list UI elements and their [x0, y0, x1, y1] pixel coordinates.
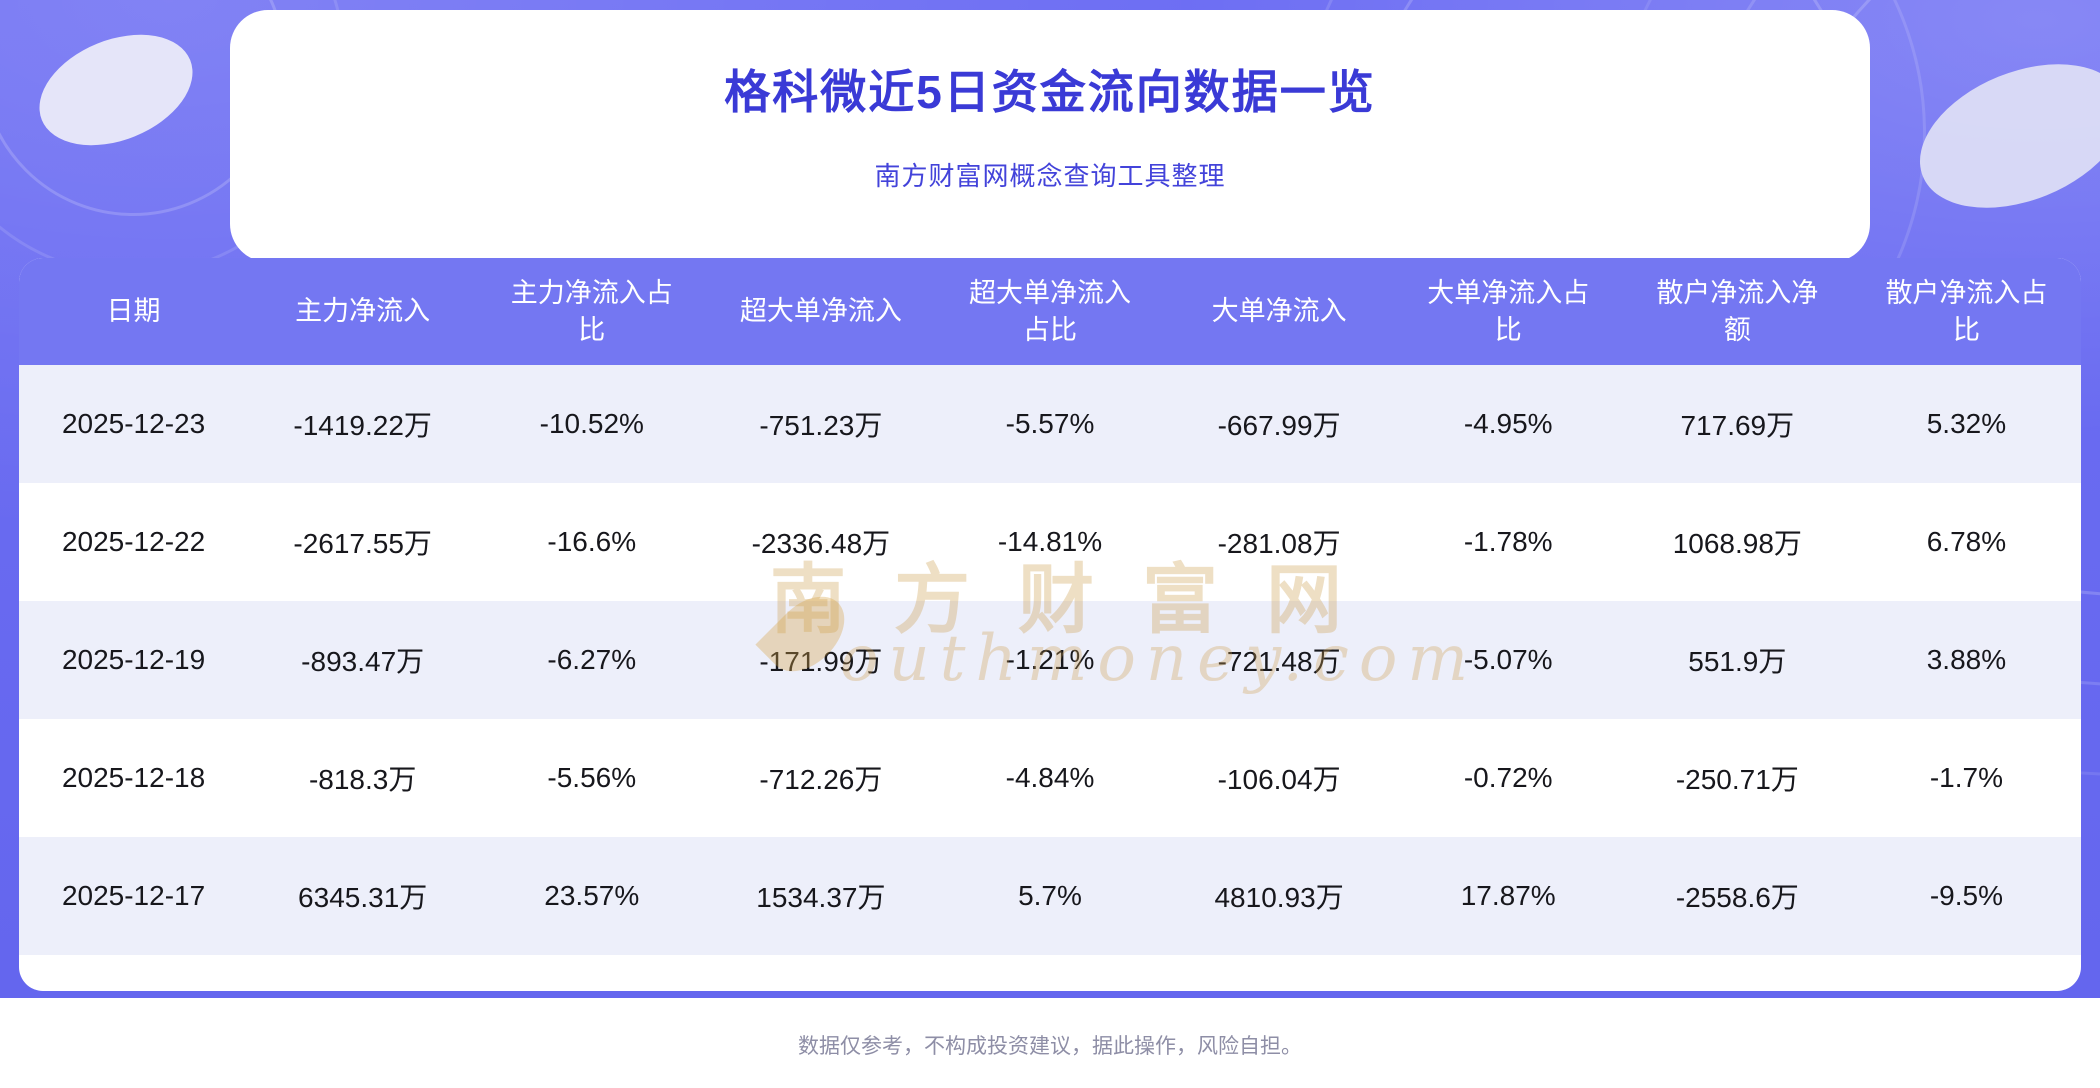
table-cell: -106.04万	[1217, 764, 1341, 795]
table-cell: -2336.48万	[751, 528, 891, 559]
table-body: 2025-12-23 -1419.22万 -10.52% -751.23万 -5.57%…	[19, 365, 2081, 955]
table-cell: 17.87%	[1460, 880, 1556, 911]
table-cell: 717.69万	[1680, 410, 1795, 441]
table-cell: 2025-12-22	[61, 526, 206, 557]
table-cell: 23.57%	[544, 880, 640, 911]
table-cell: 6.78%	[1926, 526, 2007, 557]
table-cell: -9.5%	[1929, 880, 2004, 911]
table-cell: -5.56%	[547, 762, 637, 793]
table-cell: -0.72%	[1463, 762, 1553, 793]
table-cell: 3.88%	[1926, 644, 2007, 675]
header-cell: 大单净流入	[1211, 296, 1347, 327]
table-cell: -667.99万	[1217, 410, 1341, 441]
fund-flow-table: 日期 主力净流入 主力净流入占比 超大单净流入 超大单净流入占比 大单净流入 大单净流入占比…	[19, 258, 2081, 991]
table-cell: 551.9万	[1688, 646, 1787, 677]
table-row: 2025-12-23 -1419.22万 -10.52% -751.23万 -5.57%…	[19, 365, 2081, 483]
table-cell: -1.7%	[1929, 762, 2004, 793]
table-cell: -14.81%	[997, 526, 1103, 557]
table-cell: -2558.6万	[1675, 882, 1799, 913]
table-row: 2025-12-18 -818.3万 -5.56% -712.26万 -4.84% -10…	[19, 719, 2081, 837]
table-cell: -893.47万	[301, 646, 425, 677]
header-cell: 散户净流入净额	[1656, 278, 1819, 345]
table-cell: -250.71万	[1675, 764, 1799, 795]
table-cell: 1068.98万	[1672, 528, 1802, 559]
header-cell: 主力净流入占比	[510, 278, 673, 345]
table-row: 2025-12-17 6345.31万 23.57% 1534.37万 5.7% 4810…	[19, 837, 2081, 955]
table-cell: 2025-12-18	[61, 762, 206, 793]
header-cell: 超大单净流入	[739, 296, 902, 327]
table-cell: 2025-12-23	[61, 408, 206, 439]
table-row: 2025-12-22 -2617.55万 -16.6% -2336.48万 -14.81…	[19, 483, 2081, 601]
table-cell: -4.84%	[1005, 762, 1095, 793]
table-cell: -6.27%	[547, 644, 637, 675]
table-cell: -281.08万	[1217, 528, 1341, 559]
page-subtitle: 南方财富网概念查询工具整理	[874, 161, 1226, 191]
header-cell: 日期	[106, 296, 161, 327]
table-cell: 5.7%	[1018, 880, 1082, 911]
table-cell: 5.32%	[1926, 408, 2007, 439]
header-cell: 散户净流入占比	[1885, 278, 2048, 345]
table-cell: -16.6%	[547, 526, 637, 557]
table-cell: 1534.37万	[756, 882, 886, 913]
table-cell: -712.26万	[759, 764, 883, 795]
table-cell: -5.57%	[1005, 408, 1095, 439]
table-cell: 2025-12-17	[61, 880, 206, 911]
header-cell: 主力净流入	[295, 296, 431, 327]
table-cell: -4.95%	[1463, 408, 1553, 439]
header-cell: 大单净流入占比	[1427, 278, 1590, 345]
table-cell: -1419.22万	[293, 410, 432, 441]
table-cell: 2025-12-19	[61, 644, 206, 675]
table-cell: -818.3万	[308, 764, 417, 795]
header-cell: 超大单净流入占比	[968, 278, 1131, 345]
table-cell: -751.23万	[759, 410, 883, 441]
table-cell: -5.07%	[1463, 644, 1553, 675]
table-cell: -171.99万	[759, 646, 883, 677]
title-card: 格科微近5日资金流向数据一览 南方财富网概念查询工具整理	[230, 10, 1870, 262]
table-cell: 6345.31万	[298, 882, 428, 913]
table-row: 2025-12-19 -893.47万 -6.27% -171.99万 -1.21% -7…	[19, 601, 2081, 719]
table-header: 日期 主力净流入 主力净流入占比 超大单净流入 超大单净流入占比 大单净流入 大单净流入占比…	[19, 258, 2081, 365]
table-cell: -1.78%	[1463, 526, 1553, 557]
table-cell: -2617.55万	[293, 528, 432, 559]
table-cell: -1.21%	[1005, 644, 1095, 675]
table-cell: -721.48万	[1217, 646, 1341, 677]
table-cell: -10.52%	[539, 408, 644, 439]
table-cell: 4810.93万	[1214, 882, 1344, 913]
page-title: 格科微近5日资金流向数据一览	[724, 66, 1376, 118]
disclaimer-text: 数据仅参考，不构成投资建议，据此操作，风险自担。	[798, 1035, 1302, 1058]
